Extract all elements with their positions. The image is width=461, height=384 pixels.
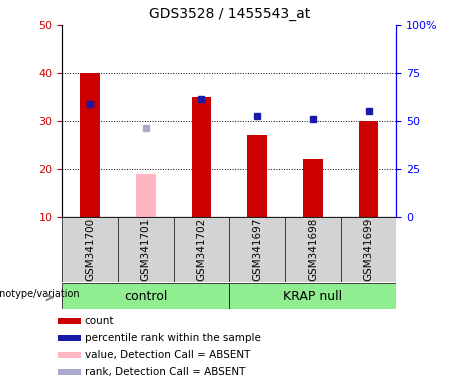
Title: GDS3528 / 1455543_at: GDS3528 / 1455543_at [149, 7, 310, 21]
Bar [359, 121, 378, 217]
Text: genotype/variation: genotype/variation [0, 289, 81, 299]
Text: value, Detection Call = ABSENT: value, Detection Call = ABSENT [85, 350, 250, 360]
Bar [303, 159, 323, 217]
Bar [192, 97, 211, 217]
Text: rank, Detection Call = ABSENT: rank, Detection Call = ABSENT [85, 367, 245, 377]
Bar [58, 352, 81, 358]
Text: control: control [124, 290, 167, 303]
Bar [62, 283, 229, 309]
Bar [248, 136, 267, 217]
Bar [229, 283, 396, 309]
Bar [58, 335, 81, 341]
Bar [58, 318, 81, 324]
Bar [80, 73, 100, 217]
Text: percentile rank within the sample: percentile rank within the sample [85, 333, 260, 343]
Text: GSM341701: GSM341701 [141, 218, 151, 281]
Bar [58, 369, 81, 375]
Text: count: count [85, 316, 114, 326]
Text: GSM341702: GSM341702 [196, 218, 207, 281]
Bar [136, 174, 155, 217]
Text: GSM341698: GSM341698 [308, 218, 318, 281]
Text: GSM341697: GSM341697 [252, 218, 262, 281]
Text: GSM341699: GSM341699 [364, 218, 373, 281]
Text: GSM341700: GSM341700 [85, 218, 95, 281]
Text: KRAP null: KRAP null [284, 290, 343, 303]
